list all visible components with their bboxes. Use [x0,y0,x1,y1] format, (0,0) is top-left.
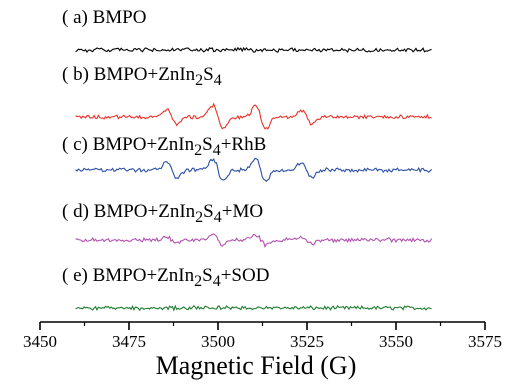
trace-line-3 [75,233,433,248]
trace-label-text: BMPO+ZnIn [93,265,195,286]
trace-line-2 [75,157,433,183]
trace-label-subscript: 2 [194,273,202,290]
trace-label-text: BMPO+ZnIn [94,64,196,85]
trace-label-0: ( a) BMPO [62,7,146,28]
trace-label-prefix: ( a) [62,7,93,28]
x-tick-label: 3575 [468,332,502,351]
trace-label-subscript: 4 [214,209,222,226]
trace-label-4: ( e) BMPO+ZnIn2S4+SOD [62,265,269,290]
trace-label-subscript: 4 [213,142,221,159]
x-tick-label: 3525 [290,332,324,351]
trace-label-text: +RhB [221,134,267,155]
trace-label-text: BMPO+ZnIn [94,201,196,222]
trace-label-2: ( c) BMPO+ZnIn2S4+RhB [62,134,266,159]
trace-label-text: BMPO+ZnIn [93,134,195,155]
trace-label-subscript: 2 [195,72,203,89]
trace-label-1: ( b) BMPO+ZnIn2S4 [62,64,222,89]
x-tick-label: 3475 [112,332,146,351]
trace-label-subscript: 2 [195,209,203,226]
trace-label-prefix: ( c) [62,134,93,155]
trace-label-text: S [203,201,214,222]
spectra-traces [75,46,433,312]
trace-label-text: S [202,265,213,286]
trace-line-4 [75,304,432,312]
trace-label-text: +MO [222,201,263,222]
x-axis: 3450 3475 3500 3525 3550 3575 [23,321,502,351]
x-tick-label: 3500 [201,332,235,351]
trace-label-text: +SOD [221,265,270,286]
trace-labels: ( a) BMPO( b) BMPO+ZnIn2S4( c) BMPO+ZnIn… [62,7,269,290]
trace-line-1 [75,102,432,130]
trace-label-text: S [202,134,213,155]
trace-label-prefix: ( b) [62,64,94,85]
trace-label-subscript: 4 [214,72,222,89]
trace-label-text: S [203,64,214,85]
trace-label-3: ( d) BMPO+ZnIn2S4+MO [62,201,263,226]
trace-label-subscript: 4 [213,273,221,290]
trace-label-prefix: ( e) [62,265,93,286]
x-axis-title: Magnetic Field (G) [156,351,357,380]
x-tick-label: 3550 [379,332,413,351]
x-tick-label: 3450 [23,332,57,351]
trace-label-subscript: 2 [194,142,202,159]
trace-label-prefix: ( d) [62,201,94,222]
trace-label-text: BMPO [93,7,147,28]
trace-line-0 [75,46,432,54]
